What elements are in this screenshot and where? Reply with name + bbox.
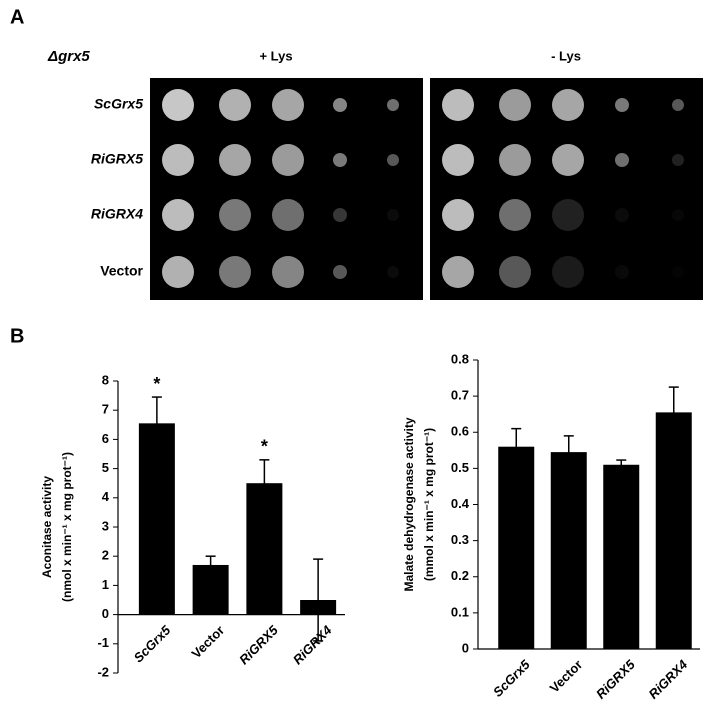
spot: [499, 199, 531, 231]
x-tick-label: Vector: [547, 657, 586, 696]
y-tick-label: 4: [102, 489, 110, 504]
spot: [499, 89, 531, 121]
spot: [552, 89, 584, 121]
spot: [272, 256, 304, 288]
spot: [162, 199, 194, 231]
spot: [615, 265, 629, 279]
y-tick-label: 5: [102, 460, 109, 475]
bar: [550, 452, 587, 649]
spot: [333, 208, 347, 222]
y-tick-label: 0.5: [451, 460, 469, 475]
y-tick-label: 0.7: [451, 388, 469, 403]
y-tick-label: 3: [102, 518, 109, 533]
spot: [672, 154, 684, 166]
spot: [387, 99, 399, 111]
y-tick-label: 0.4: [451, 496, 470, 511]
bar: [655, 412, 692, 649]
spot: [552, 144, 584, 176]
bar: [246, 483, 283, 615]
spots: [162, 89, 684, 288]
x-tick-label: RiGRX4: [290, 622, 335, 667]
x-tick-label: RiGRX5: [236, 622, 281, 667]
x-tick-label: ScGrx5: [490, 656, 533, 699]
panel-label: B: [10, 325, 24, 347]
spot: [387, 266, 399, 278]
x-tick-label: ScGrx5: [131, 622, 174, 665]
bar: [138, 423, 175, 615]
spot: [552, 256, 584, 288]
spot: [219, 199, 251, 231]
x-tick-label: Vector: [188, 623, 227, 662]
y-tick-label: 6: [102, 431, 109, 446]
spot: [672, 209, 684, 221]
x-tick-label: RiGRX4: [645, 656, 690, 701]
y-tick-label: 0: [462, 640, 469, 655]
row-label: Vector: [100, 263, 143, 279]
spot: [615, 208, 629, 222]
y-axis-label: (nmol x min⁻¹ x mg prot⁻¹): [60, 452, 74, 602]
row-label: ScGrx5: [94, 96, 143, 112]
spot: [442, 144, 474, 176]
y-tick-label: -2: [97, 664, 109, 679]
row-label: RiGRX5: [91, 151, 143, 167]
spot: [442, 89, 474, 121]
spot: [272, 89, 304, 121]
y-tick-label: 8: [102, 372, 109, 387]
y-tick-label: 1: [102, 577, 109, 592]
y-tick-label: 0.1: [451, 604, 469, 619]
spot: [162, 89, 194, 121]
annotation: *: [153, 374, 160, 394]
y-tick-label: 0.3: [451, 532, 469, 547]
panel-label: A: [10, 6, 24, 28]
spot: [333, 265, 347, 279]
y-axis-label: (mmol x min⁻¹ x mg prot⁻¹): [422, 428, 436, 581]
spot: [162, 256, 194, 288]
spot: [552, 199, 584, 231]
y-tick-label: 0: [102, 606, 109, 621]
condition-label: + Lys: [259, 48, 292, 63]
row-label: RiGRX4: [91, 206, 143, 222]
spot: [272, 199, 304, 231]
spot: [272, 144, 304, 176]
spot: [219, 89, 251, 121]
y-axis-label: Malate dehydrogenase activity: [402, 417, 416, 591]
spot: [162, 144, 194, 176]
spot: [615, 98, 629, 112]
spot: [219, 256, 251, 288]
strain-label: Δgrx5: [47, 48, 90, 65]
condition-label: - Lys: [551, 48, 581, 63]
spot: [672, 266, 684, 278]
y-axis-label: Aconitase activity: [40, 476, 54, 578]
y-tick-label: 0.2: [451, 568, 469, 583]
bar: [603, 464, 640, 649]
x-tick-label: RiGRX5: [593, 656, 638, 701]
spot: [219, 144, 251, 176]
spot: [499, 144, 531, 176]
y-tick-label: 7: [102, 402, 109, 417]
spot: [499, 256, 531, 288]
bar: [498, 446, 535, 649]
y-tick-label: 0.6: [451, 424, 469, 439]
bar: [192, 564, 229, 615]
y-tick-label: -1: [97, 635, 109, 650]
spot: [387, 154, 399, 166]
spot: [333, 153, 347, 167]
y-tick-label: 2: [102, 548, 109, 563]
spot: [333, 98, 347, 112]
spot: [442, 199, 474, 231]
y-tick-label: 0.8: [451, 351, 469, 366]
bar: [300, 600, 337, 615]
spot: [387, 209, 399, 221]
spot: [615, 153, 629, 167]
spot: [442, 256, 474, 288]
annotation: *: [261, 437, 268, 457]
spot: [672, 99, 684, 111]
